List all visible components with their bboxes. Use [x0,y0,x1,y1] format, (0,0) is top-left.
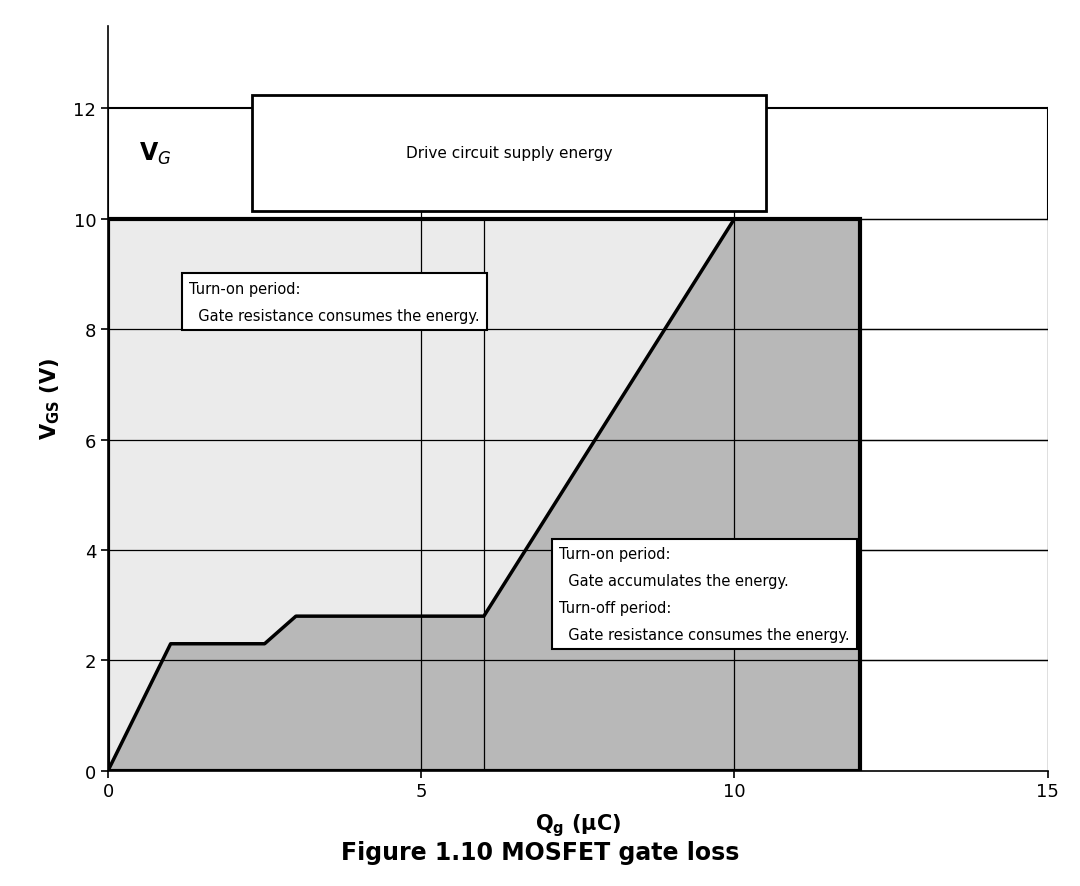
Text: Turn-on period:
  Gate resistance consumes the energy.: Turn-on period: Gate resistance consumes… [189,281,480,323]
Bar [252,96,766,211]
X-axis label: $\mathbf{Q_g}$ ($\mathbf{\mu}$C): $\mathbf{Q_g}$ ($\mathbf{\mu}$C) [535,812,621,838]
Text: V$_G$: V$_G$ [139,140,172,167]
Text: Figure 1.10 MOSFET gate loss: Figure 1.10 MOSFET gate loss [341,840,739,864]
Polygon shape [108,220,860,771]
Polygon shape [108,220,860,771]
Y-axis label: $\mathbf{V_{GS}}$ (V): $\mathbf{V_{GS}}$ (V) [39,358,63,439]
Text: Drive circuit supply energy: Drive circuit supply energy [406,146,612,161]
Bar [108,220,860,771]
Text: Turn-on period:
  Gate accumulates the energy.
Turn-off period:
  Gate resistanc: Turn-on period: Gate accumulates the ene… [559,547,850,642]
